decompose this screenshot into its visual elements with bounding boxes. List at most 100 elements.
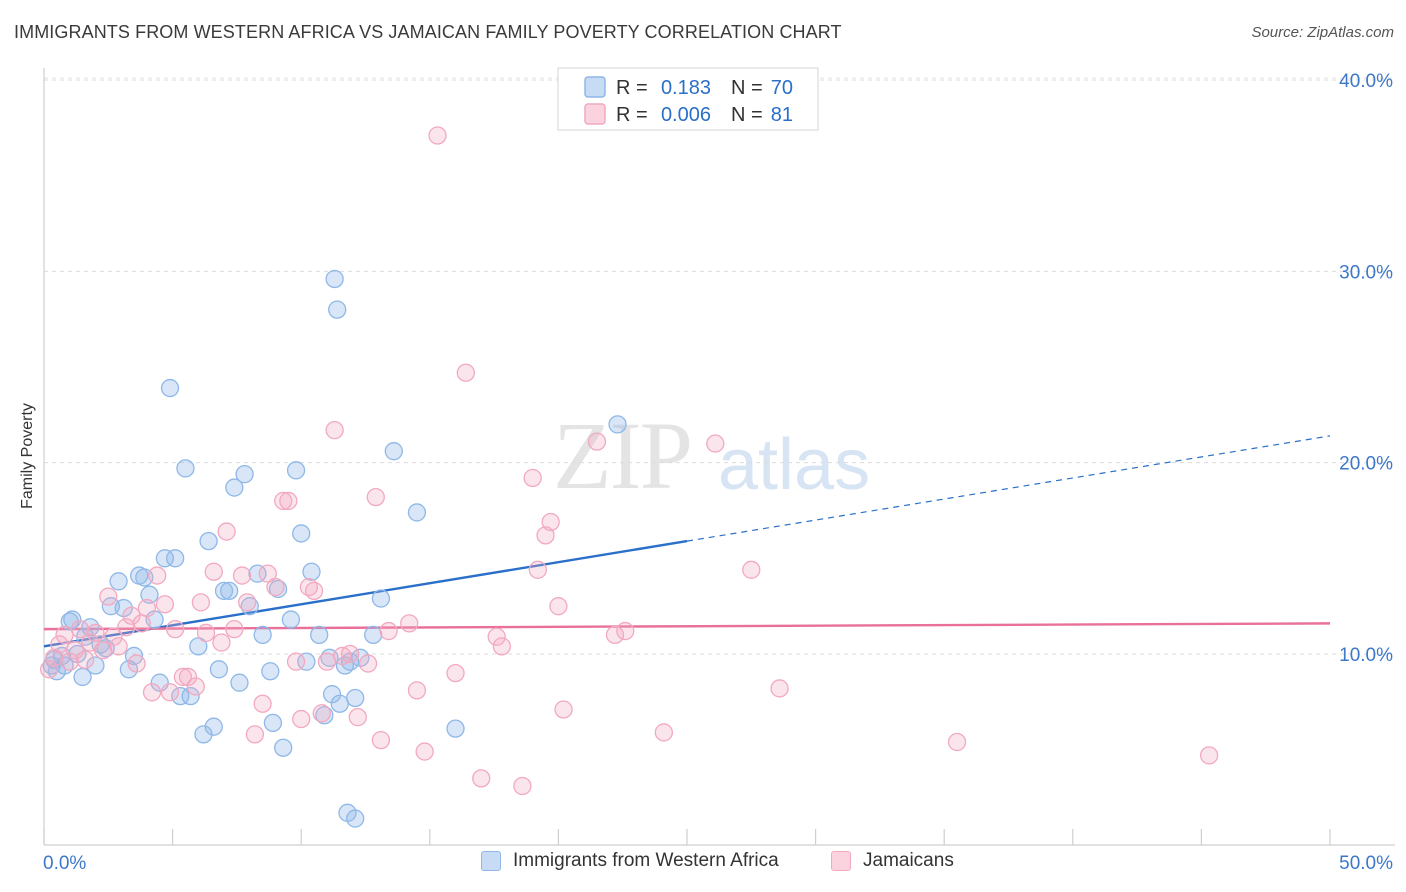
legend-label-jamaicans: Jamaicans	[863, 850, 954, 871]
legend-n-label: N =	[731, 77, 763, 99]
point-western-africa	[268, 579, 288, 599]
point-jamaicans	[654, 723, 674, 742]
legend-item-jamaicans: Jamaicans	[831, 850, 954, 872]
point-jamaicans	[238, 593, 257, 612]
point-western-africa	[364, 625, 383, 645]
point-jamaicans	[1199, 746, 1219, 765]
point-jamaicans	[407, 681, 427, 700]
point-jamaicans	[706, 434, 725, 453]
legend-r-label: R =	[616, 77, 648, 99]
point-jamaicans	[400, 614, 419, 633]
point-jamaicans	[245, 725, 265, 744]
point-jamaicans	[166, 619, 185, 639]
point-western-africa	[140, 585, 159, 604]
point-western-africa	[302, 562, 321, 581]
point-jamaicans	[304, 581, 324, 601]
point-jamaicans	[173, 667, 193, 687]
legend-swatch	[584, 76, 606, 98]
legend-item-western-africa: Immigrants from Western Africa	[481, 850, 779, 872]
point-jamaicans	[148, 566, 167, 585]
point-jamaicans	[204, 562, 223, 581]
point-western-africa	[176, 459, 195, 478]
point-jamaicans	[312, 704, 331, 723]
point-jamaicans	[196, 623, 216, 643]
point-jamaicans	[104, 627, 123, 646]
point-jamaicans	[60, 652, 79, 671]
point-jamaicans	[523, 468, 542, 488]
point-jamaicans	[86, 623, 105, 643]
point-western-africa	[230, 673, 249, 692]
legend-r-value: 0.183	[661, 77, 711, 99]
point-jamaicans	[492, 637, 511, 656]
point-western-africa	[274, 738, 293, 757]
point-western-africa	[63, 610, 82, 629]
chart-title: IMMIGRANTS FROM WESTERN AFRICA VS JAMAIC…	[14, 22, 842, 42]
point-jamaicans	[127, 654, 146, 673]
point-western-africa	[315, 706, 334, 725]
legend-box: R = 0.183 N = 70 R = 0.006 N = 81	[557, 67, 819, 131]
point-jamaicans	[55, 625, 74, 645]
point-jamaicans	[428, 126, 447, 145]
y-tick-label: 20.0%	[1339, 454, 1393, 475]
point-western-africa	[199, 531, 218, 551]
point-jamaicans	[137, 598, 157, 618]
point-western-africa	[155, 549, 175, 568]
point-western-africa	[220, 581, 239, 601]
point-western-africa	[86, 656, 105, 675]
legend-r-label: R =	[616, 104, 648, 126]
y-tick-label: 30.0%	[1339, 262, 1393, 283]
series-legend: Immigrants from Western Africa Jamaicans	[0, 850, 1406, 880]
point-jamaicans	[232, 566, 252, 585]
point-jamaicans	[325, 420, 344, 440]
point-jamaicans	[186, 677, 205, 696]
watermark-zip: ZIP	[553, 402, 693, 509]
point-jamaicans	[178, 667, 198, 687]
point-jamaicans	[217, 522, 236, 541]
point-western-africa	[608, 415, 627, 434]
x-tick-label-max: 50.0%	[1339, 853, 1393, 874]
point-western-africa	[286, 461, 306, 480]
point-jamaicans	[536, 526, 555, 545]
point-western-africa	[166, 549, 185, 568]
point-western-africa	[446, 719, 465, 738]
point-western-africa	[281, 610, 301, 629]
point-jamaicans	[253, 694, 272, 713]
point-western-africa	[235, 464, 254, 484]
point-western-africa	[346, 688, 365, 708]
point-jamaicans	[225, 619, 244, 639]
point-jamaicans	[286, 652, 306, 671]
grid-lines	[44, 77, 1395, 655]
point-western-africa	[328, 300, 347, 319]
watermark-atlas: atlas	[718, 425, 871, 505]
point-western-africa	[181, 686, 200, 706]
y-tick-label: 10.0%	[1339, 645, 1393, 666]
point-western-africa	[114, 598, 133, 618]
point-western-africa	[248, 564, 267, 583]
point-jamaicans	[266, 577, 285, 597]
point-jamaicans	[122, 606, 141, 625]
trend-lines	[43, 435, 1331, 648]
point-western-africa	[330, 694, 349, 713]
point-jamaicans	[191, 593, 211, 612]
tick-labels: 10.0% 20.0% 30.0% 40.0% 0.0% 50.0%	[43, 71, 1393, 874]
point-jamaicans	[605, 625, 625, 645]
point-jamaicans	[292, 709, 311, 729]
point-jamaicans	[366, 487, 385, 507]
point-jamaicans	[155, 595, 175, 614]
point-western-africa	[160, 378, 180, 398]
point-western-africa	[194, 725, 213, 744]
point-jamaicans	[279, 491, 298, 511]
point-jamaicans	[109, 637, 128, 656]
point-western-africa	[171, 686, 190, 706]
point-western-africa	[346, 809, 365, 828]
point-jamaicans	[132, 614, 151, 633]
point-jamaicans	[947, 732, 967, 752]
point-western-africa	[322, 685, 342, 704]
point-jamaicans	[142, 683, 162, 702]
point-western-africa	[109, 572, 128, 591]
point-western-africa	[204, 717, 223, 736]
chart-source: Source: ZipAtlas.com	[1251, 24, 1394, 41]
legend-label-western-africa: Immigrants from Western Africa	[513, 850, 779, 871]
trend-line-western-africa-projection	[686, 435, 1331, 542]
point-western-africa	[297, 652, 316, 671]
